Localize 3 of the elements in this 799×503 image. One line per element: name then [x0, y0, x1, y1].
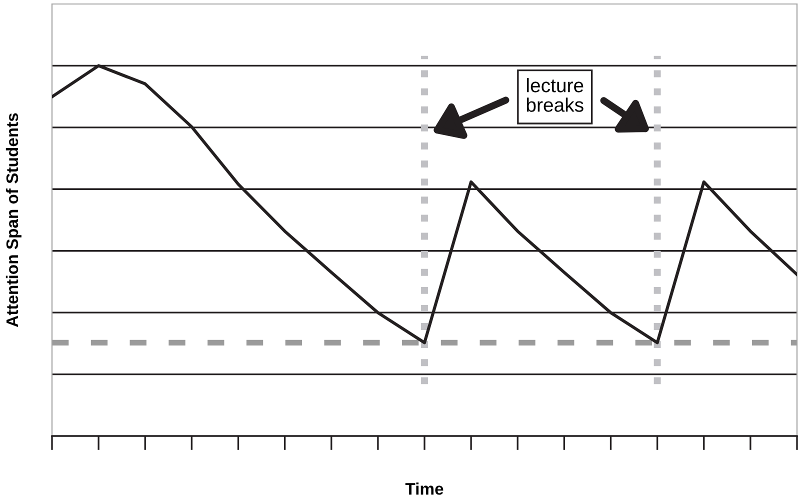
- x-axis-title: Time: [405, 482, 444, 495]
- annotation: lecture breaks: [526, 78, 584, 112]
- y-axis-title: Attention Span of Students: [6, 113, 22, 327]
